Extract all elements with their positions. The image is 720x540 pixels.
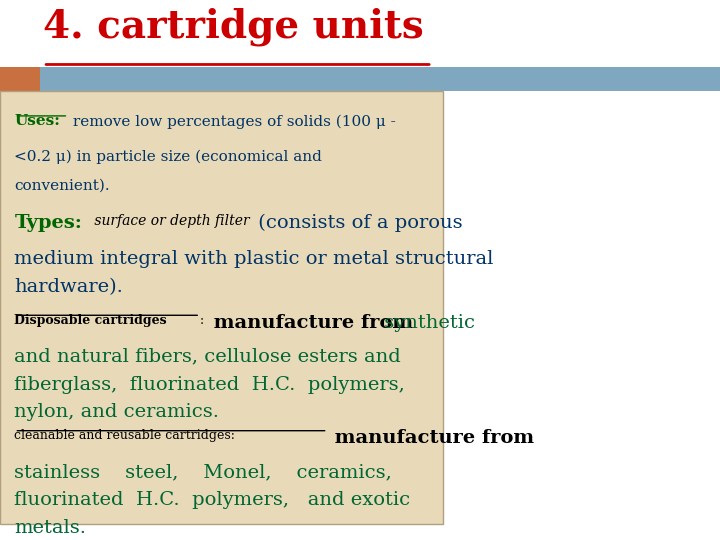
Text: 4. cartridge units: 4. cartridge units xyxy=(43,8,424,46)
Text: fiberglass,  fluorinated  H.C.  polymers,: fiberglass, fluorinated H.C. polymers, xyxy=(14,376,405,394)
FancyBboxPatch shape xyxy=(0,91,443,524)
Text: (consists of a porous: (consists of a porous xyxy=(252,214,463,232)
Text: convenient).: convenient). xyxy=(14,178,110,192)
FancyBboxPatch shape xyxy=(0,67,40,91)
Text: cleanable and reusable cartridges:: cleanable and reusable cartridges: xyxy=(14,429,235,442)
Text: remove low percentages of solids (100 μ -: remove low percentages of solids (100 μ … xyxy=(68,114,396,129)
Text: fluorinated  H.C.  polymers,   and exotic: fluorinated H.C. polymers, and exotic xyxy=(14,491,410,509)
Text: metals.: metals. xyxy=(14,519,86,537)
Text: Uses:: Uses: xyxy=(14,114,60,129)
Text: manufacture from: manufacture from xyxy=(328,429,534,447)
Text: stainless    steel,    Monel,    ceramics,: stainless steel, Monel, ceramics, xyxy=(14,463,392,481)
Text: medium integral with plastic or metal structural: medium integral with plastic or metal st… xyxy=(14,249,494,268)
Text: surface or depth filter: surface or depth filter xyxy=(90,214,250,228)
FancyBboxPatch shape xyxy=(0,67,720,91)
Text: Disposable cartridges: Disposable cartridges xyxy=(14,314,167,327)
Text: nylon, and ceramics.: nylon, and ceramics. xyxy=(14,403,220,421)
Text: manufacture from: manufacture from xyxy=(207,314,413,332)
Text: synthetic: synthetic xyxy=(378,314,475,332)
Text: hardware).: hardware). xyxy=(14,278,123,296)
Text: :: : xyxy=(200,314,204,327)
Text: <0.2 μ) in particle size (economical and: <0.2 μ) in particle size (economical and xyxy=(14,150,323,164)
Text: Types:: Types: xyxy=(14,214,82,232)
Text: and natural fibers, cellulose esters and: and natural fibers, cellulose esters and xyxy=(14,348,401,366)
